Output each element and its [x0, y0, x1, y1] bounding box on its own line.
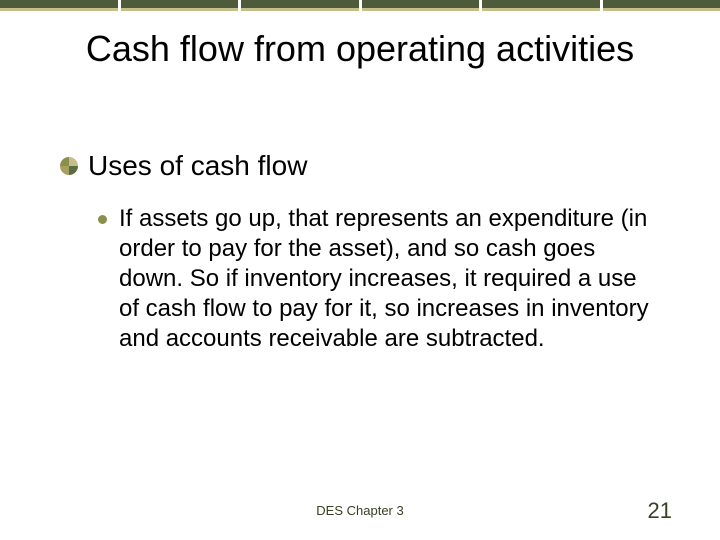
body-row: If assets go up, that represents an expe…	[98, 204, 658, 354]
slide-body-text: If assets go up, that represents an expe…	[119, 204, 658, 354]
slide-subtitle: Uses of cash flow	[88, 150, 307, 182]
top-bar-segment	[121, 0, 239, 14]
footer-chapter-label: DES Chapter 3	[0, 503, 720, 518]
top-bar-segment	[241, 0, 359, 14]
dot-bullet-icon	[98, 215, 107, 224]
decorative-top-bar	[0, 0, 720, 14]
top-bar-segment	[362, 0, 480, 14]
top-bar-segment	[0, 0, 118, 14]
top-bar-segment	[482, 0, 600, 14]
subtitle-row: Uses of cash flow	[60, 150, 307, 182]
slide-title: Cash flow from operating activities	[0, 28, 720, 69]
page-number: 21	[648, 498, 672, 524]
pie-bullet-icon	[60, 157, 78, 175]
top-bar-segment	[603, 0, 720, 14]
